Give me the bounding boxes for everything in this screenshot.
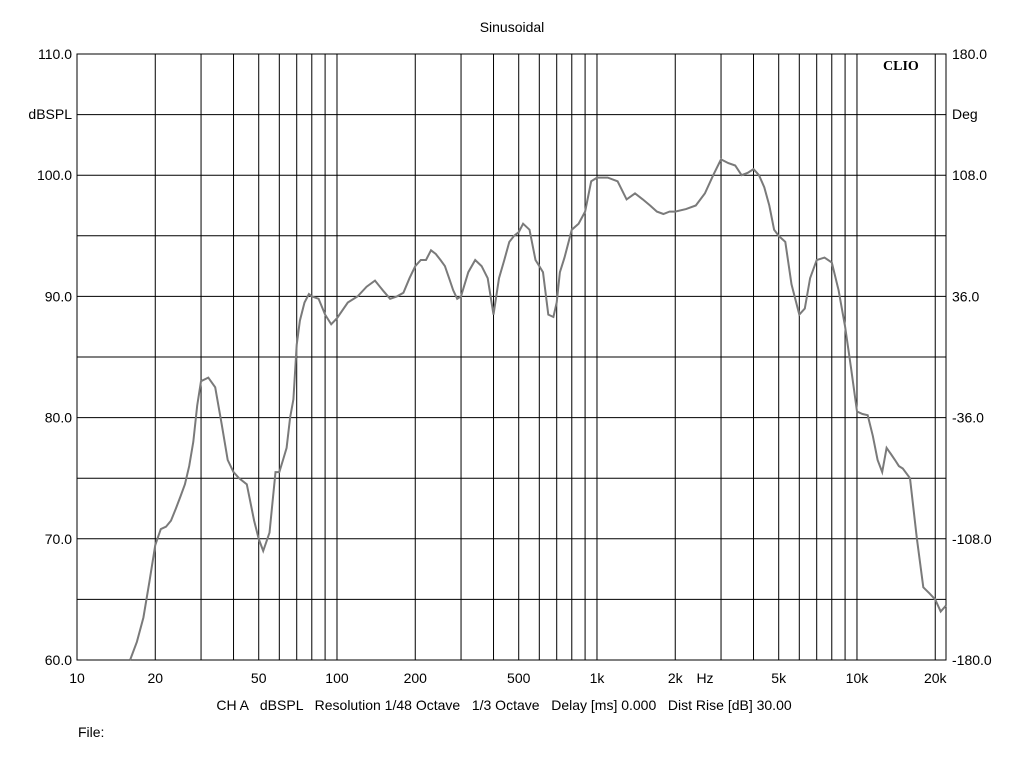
x-unit-label: Hz <box>696 670 713 686</box>
x-tick-label: 500 <box>507 670 531 686</box>
chart-title: Sinusoidal <box>480 19 545 35</box>
x-tick-label: 10 <box>69 670 85 686</box>
info-line: CH A dBSPL Resolution 1/48 Octave 1/3 Oc… <box>216 697 792 713</box>
y-tick-label: 80.0 <box>45 410 72 426</box>
axis-labels: 10 20 50 100 200 500 1k 2k 5k 10k 20k 110.0 100.0 90.… <box>37 46 992 686</box>
x-tick-label: 20 <box>147 670 163 686</box>
spl-curve <box>129 158 947 661</box>
file-label: File: <box>78 724 105 740</box>
y2-tick-label: 108.0 <box>952 167 987 183</box>
y-tick-label: 110.0 <box>38 46 72 62</box>
x-tick-label: 5k <box>771 670 787 686</box>
y2-tick-label: 36.0 <box>952 288 979 304</box>
y-tick-label: 70.0 <box>45 531 72 547</box>
y2-tick-label: -36.0 <box>952 410 984 426</box>
brand-box <box>880 55 922 75</box>
y2-axis-label: Deg <box>952 106 978 122</box>
y2-tick-label: -108.0 <box>952 531 992 547</box>
y-tick-label: 60.0 <box>45 652 72 668</box>
y2-tick-label: 180.0 <box>952 46 987 62</box>
y-tick-label: 100.0 <box>37 167 72 183</box>
plot-frame <box>76 53 947 661</box>
x-tick-label: 200 <box>404 670 428 686</box>
y-axis-label: dBSPL <box>28 106 72 122</box>
x-tick-label: 100 <box>325 670 349 686</box>
x-tick-label: 1k <box>590 670 606 686</box>
x-tick-label: 20k <box>924 670 948 686</box>
brand-label: CLIO <box>883 59 919 74</box>
x-tick-label: 50 <box>251 670 267 686</box>
y-tick-label: 90.0 <box>45 288 72 304</box>
x-tick-label: 2k <box>668 670 684 686</box>
grid <box>77 54 946 660</box>
y2-tick-label: -180.0 <box>952 652 992 668</box>
x-tick-label: 10k <box>846 670 870 686</box>
